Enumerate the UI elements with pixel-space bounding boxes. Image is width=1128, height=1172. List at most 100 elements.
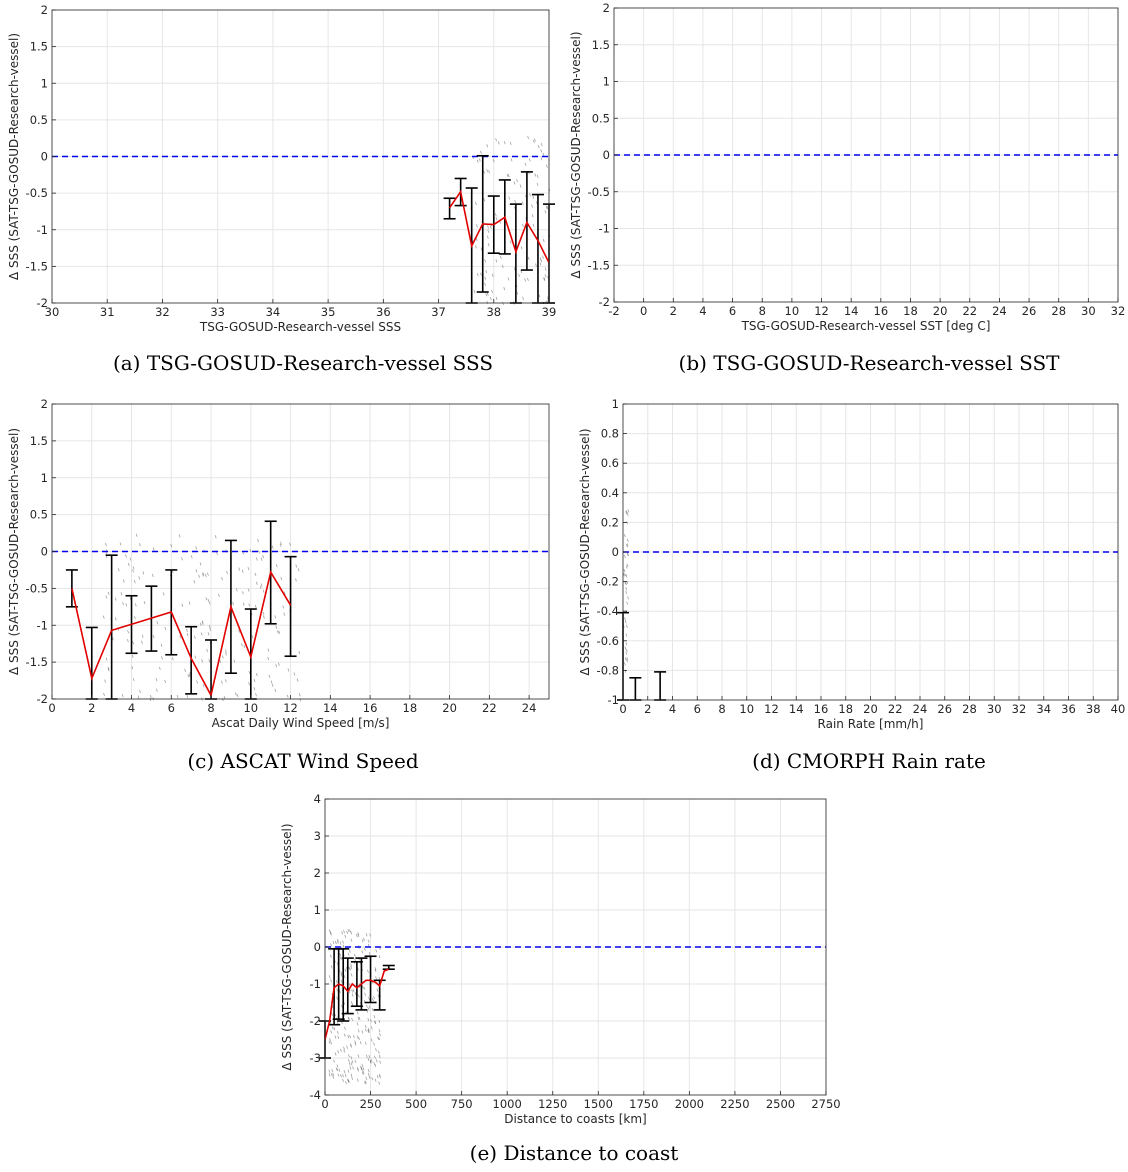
scatter-point bbox=[342, 1078, 344, 1082]
scatter-point bbox=[350, 1043, 352, 1047]
x-tick-label: 2 bbox=[88, 701, 95, 715]
scatter-point bbox=[160, 643, 163, 647]
x-axis-label: TSG-GOSUD-Research-vessel SST [deg C] bbox=[741, 319, 991, 333]
chart-panel-2: 0 2 4 6 8 10 12 14 16 18 20 22 24-2-1.5-1-0.500.511.… bbox=[7, 397, 550, 730]
chart-panel-0: 30 31 32 33 34 35 36 37 38 39 -2 -1.5 -1 -0.5 0 0.5 1 1.5… bbox=[7, 3, 556, 334]
scatter-point bbox=[171, 657, 174, 661]
x-tick-label: 12 bbox=[764, 702, 779, 716]
scatter-point bbox=[506, 173, 509, 178]
scatter-point bbox=[354, 1040, 357, 1044]
x-tick-label: 2750 bbox=[811, 1097, 840, 1111]
scatter-point bbox=[343, 1049, 346, 1053]
y-tick-label: -2 bbox=[37, 296, 48, 310]
scatter-point bbox=[357, 994, 360, 998]
series-line-0 bbox=[71, 569, 292, 698]
scatter-point bbox=[251, 635, 254, 639]
scatter-point bbox=[350, 973, 353, 977]
scatter-point bbox=[347, 1069, 350, 1073]
scatter-point bbox=[193, 580, 196, 584]
scatter-point bbox=[125, 603, 128, 607]
scatter-point bbox=[363, 986, 366, 990]
scatter-point bbox=[262, 611, 265, 616]
scatter-point bbox=[494, 213, 497, 217]
scatter-point bbox=[378, 976, 381, 981]
scatter-point bbox=[540, 142, 543, 147]
scatter-point bbox=[352, 988, 355, 993]
scatter-point bbox=[334, 1035, 337, 1039]
scatter-point bbox=[374, 1020, 376, 1025]
scatter-point bbox=[348, 1062, 351, 1066]
scatter-point bbox=[336, 996, 339, 1000]
scatter-point bbox=[340, 979, 343, 983]
y-tick-label: 3 bbox=[314, 829, 321, 843]
y-tick-label: 0 bbox=[41, 150, 48, 164]
scatter-point bbox=[487, 243, 490, 247]
scatter-point bbox=[522, 296, 524, 300]
scatter-point bbox=[331, 1026, 334, 1030]
y-tick-label: -3 bbox=[310, 1051, 321, 1065]
scatter-point bbox=[625, 511, 628, 515]
scatter-point bbox=[544, 210, 547, 214]
x-tick-label: 500 bbox=[405, 1097, 427, 1111]
x-tick-label: 1250 bbox=[538, 1097, 567, 1111]
scatter-point bbox=[274, 688, 277, 693]
y-tick-label: -2 bbox=[599, 295, 610, 309]
scatter-point bbox=[365, 933, 368, 937]
scatter-point bbox=[107, 591, 110, 595]
y-tick-label: 1 bbox=[41, 76, 48, 90]
scatter-point bbox=[368, 952, 371, 956]
scatter-point bbox=[487, 229, 490, 233]
scatter-point bbox=[135, 533, 138, 537]
scatter-point bbox=[507, 174, 510, 178]
scatter-point bbox=[480, 150, 482, 154]
scatter-point bbox=[367, 1029, 370, 1034]
scatter-point bbox=[378, 1081, 381, 1085]
scatter-point bbox=[194, 655, 197, 659]
x-tick-label: 2 bbox=[670, 304, 677, 318]
scatter-point bbox=[376, 988, 379, 992]
y-tick-label: -0.5 bbox=[26, 581, 48, 595]
scatter-point bbox=[330, 1073, 333, 1077]
scatter-point bbox=[336, 940, 339, 944]
scatter-point bbox=[262, 554, 265, 559]
scatter-point bbox=[181, 603, 184, 607]
scatter-point bbox=[626, 659, 628, 663]
scatter-point bbox=[283, 612, 286, 616]
x-axis-label: TSG-GOSUD-Research-vessel SSS bbox=[199, 320, 401, 334]
scatter-point bbox=[102, 615, 105, 619]
scatter-point bbox=[513, 267, 516, 271]
scatter-point bbox=[522, 223, 524, 228]
y-tick-label: -2 bbox=[310, 1014, 321, 1028]
x-tick-label: 6 bbox=[694, 702, 701, 716]
scatter-point bbox=[330, 1030, 333, 1034]
scatter-point bbox=[508, 196, 511, 200]
scatter-point bbox=[249, 548, 252, 553]
scatter-point bbox=[339, 941, 342, 945]
scatter-point bbox=[626, 543, 629, 547]
scatter-point bbox=[539, 262, 542, 266]
scatter-point bbox=[345, 1080, 347, 1085]
scatter-point bbox=[625, 642, 628, 646]
scatter-point bbox=[219, 659, 222, 664]
scatter-point bbox=[370, 1019, 372, 1023]
scatter-point bbox=[132, 566, 135, 570]
x-tick-label: 24 bbox=[913, 702, 928, 716]
scatter-point bbox=[347, 928, 350, 933]
scatter-point bbox=[361, 939, 364, 943]
scatter-point bbox=[364, 1080, 367, 1084]
scatter-point bbox=[378, 955, 381, 959]
caption-e: (e) Distance to coast bbox=[469, 1141, 679, 1165]
scatter-point bbox=[545, 164, 548, 168]
scatter-point bbox=[625, 586, 628, 591]
y-tick-label: 0 bbox=[612, 545, 619, 559]
scatter-point bbox=[105, 595, 108, 599]
x-tick-label: 32 bbox=[1111, 304, 1126, 318]
scatter-point bbox=[357, 1029, 360, 1033]
scatter-point bbox=[248, 670, 251, 675]
scatter-point bbox=[255, 557, 258, 561]
scatter-point bbox=[351, 989, 354, 993]
x-tick-label: 1750 bbox=[629, 1097, 658, 1111]
scatter-point bbox=[495, 259, 498, 263]
scatter-point bbox=[331, 1068, 334, 1073]
y-tick-label: 0.4 bbox=[601, 486, 619, 500]
